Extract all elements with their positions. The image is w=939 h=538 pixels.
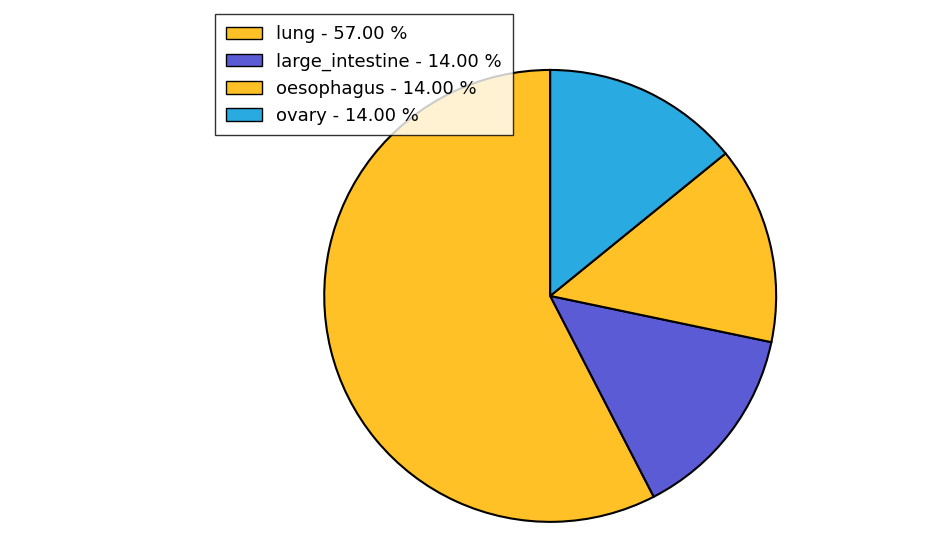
Wedge shape [550,296,771,497]
Wedge shape [550,70,726,296]
Wedge shape [324,70,654,522]
Wedge shape [550,153,777,342]
Legend: lung - 57.00 %, large_intestine - 14.00 %, oesophagus - 14.00 %, ovary - 14.00 %: lung - 57.00 %, large_intestine - 14.00 … [215,15,513,136]
